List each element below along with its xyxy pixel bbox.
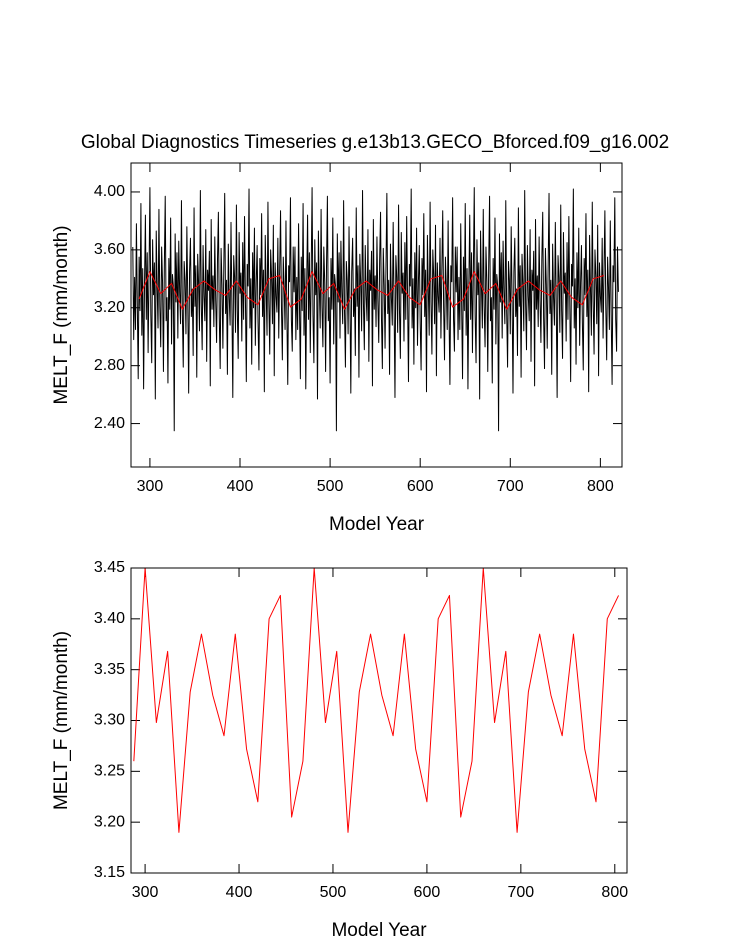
x-tick-label: 700 [507,884,534,901]
y-tick-label: 3.20 [94,813,125,830]
x-tick-label: 600 [414,884,441,901]
x-axis-label: Model Year [329,514,425,535]
x-tick-label: 400 [227,478,254,495]
plot-frame [130,567,628,874]
y-tick-label: 3.30 [94,712,125,729]
x-tick-label: 600 [407,478,434,495]
y-tick-label: 2.80 [94,357,125,374]
y-tick-label: 3.15 [94,864,125,881]
data-line [133,567,620,833]
y-tick-label: 3.60 [94,241,125,258]
y-axis-label: MELT_F (mm/month) [51,225,72,404]
chart-title: Global Diagnostics Timeseries g.e13b13.G… [81,132,669,153]
x-tick-label: 400 [226,884,253,901]
data-line [138,271,605,310]
y-tick-label: 3.35 [94,661,125,678]
y-tick-label: 3.45 [94,559,125,576]
x-tick-label: 300 [132,884,159,901]
plot-frame [130,162,623,468]
y-tick-label: 4.00 [94,183,125,200]
x-tick-label: 800 [601,884,628,901]
y-tick-label: 3.40 [94,610,125,627]
y-tick-label: 3.20 [94,299,125,316]
x-tick-label: 300 [137,478,164,495]
x-tick-label: 800 [587,478,614,495]
x-tick-label: 700 [497,478,524,495]
data-line [132,187,619,432]
x-axis-label: Model Year [331,920,427,941]
x-tick-label: 500 [317,478,344,495]
x-tick-label: 500 [320,884,347,901]
y-axis-label: MELT_F (mm/month) [51,631,72,810]
y-tick-label: 3.25 [94,763,125,780]
y-tick-label: 2.40 [94,415,125,432]
